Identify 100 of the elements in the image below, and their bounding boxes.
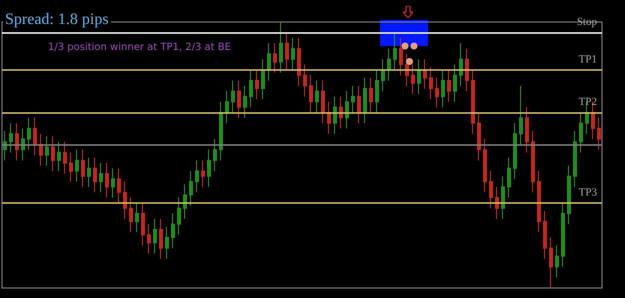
candlestick [519,85,523,145]
candlestick [549,236,553,288]
candlestick [153,218,157,254]
candlestick [231,80,235,113]
candlestick [171,213,175,249]
candlestick [279,22,283,74]
candlestick [579,112,583,153]
candlestick [465,48,469,92]
candlestick [249,69,253,108]
candlestick [411,64,415,94]
candlestick [351,85,355,113]
candlestick [303,64,307,97]
candlestick [501,176,505,220]
candlestick [363,77,367,124]
ref-line-label: TP2 [578,96,597,108]
candlestick [207,149,211,188]
candlestick [447,69,451,102]
candlestick [57,141,61,172]
candlestick [513,122,517,180]
candlestick [237,80,241,118]
candlestick [453,64,457,102]
candlestick [177,197,181,236]
candlestick [135,202,139,233]
candlestick [189,170,193,206]
candlestick [33,117,37,156]
candlestick [459,42,463,86]
candlestick [147,224,151,254]
candlestick [27,117,31,150]
annotation: 1/3 position winner at TP1, 2/3 at BE [48,42,231,53]
candlestick [165,226,169,260]
candlestick [291,37,295,70]
candlestick [15,122,19,161]
candlestick [9,122,13,153]
candlestick [123,181,127,220]
candlestick [39,133,43,166]
candlestick [381,58,385,92]
candlestick [195,160,199,193]
candlestick [393,32,397,70]
candlestick [225,90,229,124]
candlestick [555,244,559,278]
candlestick [531,130,535,193]
candlestick [423,58,427,89]
candlestick [429,66,433,100]
candlestick [405,53,409,86]
candlestick [87,157,91,188]
candlestick [201,160,205,188]
candlestick [387,48,391,82]
candlestick [321,80,325,124]
ref-line-label: TP3 [578,186,598,198]
candlestick [285,32,289,70]
candlestick [267,42,271,82]
candlestick [507,157,511,198]
candlestick [369,77,373,113]
candlestick [327,101,331,134]
candlestick [435,77,439,108]
candlestick [255,69,259,100]
candlestick [495,186,499,220]
annotation: Spread: 1.8 pips [3,11,111,29]
candlestick [219,101,223,161]
candlestick [543,210,547,260]
candlestick [345,90,349,129]
candlestick [597,117,601,150]
candlestick [141,202,145,246]
candlestick [333,96,337,134]
candlestick [477,112,481,161]
candlestick [417,58,421,94]
candlestick [45,136,49,166]
candlestick [111,168,115,198]
candlestick [69,152,73,182]
candlestick [489,170,493,209]
candlestick [75,149,79,182]
candlestick [129,197,133,233]
ref-line-label: TP1 [578,53,597,66]
candlestick [21,128,25,161]
candlestick [159,218,163,260]
candlestick [183,184,187,220]
candlestick [99,162,103,193]
candlestick [117,168,121,204]
candlestick [375,69,379,113]
candlestick [441,69,445,108]
candlestick [81,149,85,188]
candlestick [3,130,7,161]
candlestick [297,37,301,86]
candlestick [561,202,565,268]
candlestick [537,170,541,233]
candlestick [339,96,343,129]
candlestick [213,138,217,172]
candlestick [273,42,277,74]
candlestick [471,69,475,134]
candlestick [573,130,577,188]
candlestick [483,138,487,193]
candlestick [243,85,247,118]
candlestick [399,37,403,76]
candlestick [63,141,67,174]
candlestick [357,85,361,124]
candlestick [93,157,97,193]
candlestick [309,74,313,113]
candlestick [261,58,265,100]
candlestick [51,136,55,172]
candlestick [525,106,529,153]
